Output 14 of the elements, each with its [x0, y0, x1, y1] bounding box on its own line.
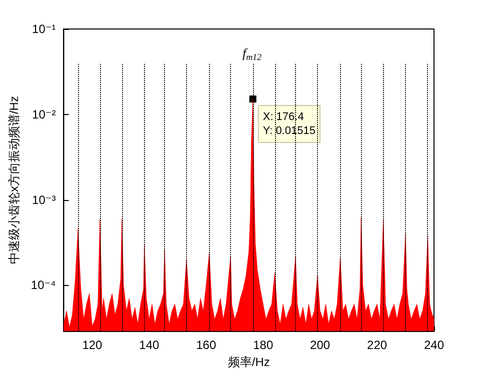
x-tick-label: 220: [367, 338, 388, 352]
x-tick-label: 160: [196, 338, 216, 352]
x-tick-label: 240: [424, 338, 444, 352]
x-tick-label: 140: [139, 338, 160, 352]
y-tick-label: 10⁻³: [32, 192, 56, 207]
annotation: X: 176.4 Y: 0.01515: [262, 110, 316, 137]
y-tick-label: 10⁻²: [32, 107, 56, 122]
x-axis-title: 频率/Hz: [228, 355, 270, 369]
y-tick-label: 10⁻¹: [32, 22, 56, 36]
y-axis-title: 中速级小齿轮x方向振动频谱/Hz: [7, 96, 21, 264]
x-tick-label: 180: [253, 338, 274, 352]
x-tick-label: 120: [82, 338, 103, 352]
y-tick-label: 10⁻⁴: [30, 278, 56, 292]
x-tick-label: 200: [310, 338, 330, 352]
